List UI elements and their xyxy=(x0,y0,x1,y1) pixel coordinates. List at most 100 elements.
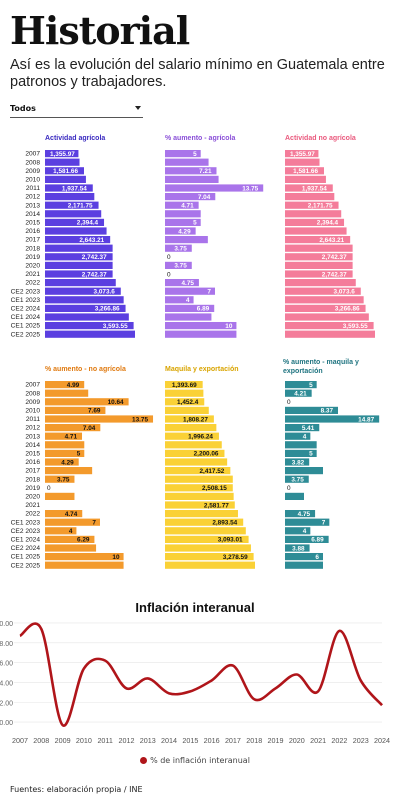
bar xyxy=(165,304,215,312)
line-point xyxy=(40,628,42,630)
line-point xyxy=(83,667,85,669)
x-tick-label: 2016 xyxy=(204,736,220,745)
category-label: 2008 xyxy=(25,390,40,397)
bar xyxy=(45,381,85,389)
bar xyxy=(285,441,317,449)
data-label: 1,355.97 xyxy=(290,151,315,158)
bar xyxy=(285,389,312,397)
bar xyxy=(285,184,333,192)
category-label: CE2 2023 xyxy=(11,288,41,295)
x-tick-label: 2008 xyxy=(33,736,49,745)
category-label: 2011 xyxy=(26,416,41,423)
line-point xyxy=(168,692,170,694)
bar xyxy=(165,184,264,192)
category-label: 2014 xyxy=(25,442,40,449)
category-label: 2007 xyxy=(25,382,40,389)
category-label: 2009 xyxy=(25,399,40,406)
bar xyxy=(45,535,95,543)
data-label: 2,394.4 xyxy=(77,220,99,227)
filter-dropdown-value: Todos xyxy=(10,104,36,113)
x-tick-label: 2014 xyxy=(161,736,177,745)
x-tick-label: 2023 xyxy=(353,736,369,745)
bar xyxy=(45,510,83,518)
bar xyxy=(45,244,113,252)
bar xyxy=(45,150,79,158)
category-label: 2010 xyxy=(25,177,40,184)
line-point xyxy=(338,630,340,632)
bar xyxy=(45,218,105,226)
legend-marker xyxy=(140,757,148,764)
x-tick-label: 2013 xyxy=(140,736,156,745)
bar xyxy=(165,561,255,569)
bar xyxy=(165,287,215,295)
bar xyxy=(285,449,317,457)
data-label: 3,266.86 xyxy=(335,306,360,313)
data-label: 4 xyxy=(69,528,73,535)
bar xyxy=(45,322,134,330)
data-label: 3,593.55 xyxy=(103,323,128,330)
bar xyxy=(165,279,199,287)
data-label: 1,393.69 xyxy=(172,382,197,389)
data-label: 2,394.4 xyxy=(317,220,339,227)
category-label: CE1 2024 xyxy=(11,537,41,544)
bar xyxy=(285,330,375,338)
filter-dropdown[interactable]: Todos xyxy=(10,103,143,118)
bar xyxy=(165,553,254,561)
category-label: 2020 xyxy=(25,494,40,501)
bar xyxy=(165,398,205,406)
line-chart-title: Inflación interanual xyxy=(135,600,255,615)
bar xyxy=(285,201,339,209)
category-label: 2016 xyxy=(25,459,40,466)
bar xyxy=(45,398,129,406)
bar xyxy=(285,381,317,389)
bar xyxy=(165,227,196,235)
x-tick-label: 2015 xyxy=(182,736,198,745)
bar xyxy=(285,406,339,414)
data-label: 6.29 xyxy=(77,537,90,544)
y-tick-label: 2.00 xyxy=(0,700,13,707)
panel-title: % aumento - agrícola xyxy=(165,135,236,142)
panel-title: % aumento - no agrícola xyxy=(45,366,126,373)
data-label: 4 xyxy=(186,297,190,304)
bar xyxy=(165,467,231,475)
bar xyxy=(165,544,251,552)
data-label: 8.37 xyxy=(321,408,334,415)
y-tick-label: 8.00 xyxy=(0,641,13,648)
bar xyxy=(45,236,111,244)
bar xyxy=(165,236,208,244)
data-label: 1,452.4 xyxy=(177,399,199,406)
category-label: 2014 xyxy=(25,211,40,218)
line-point xyxy=(317,690,319,692)
bar xyxy=(45,270,113,278)
x-tick-label: 2020 xyxy=(289,736,305,745)
data-label: 2,171.75 xyxy=(308,203,333,210)
data-label: 0 xyxy=(47,485,51,492)
line-point xyxy=(253,698,255,700)
bar xyxy=(45,167,84,175)
line-point xyxy=(210,679,212,681)
bar xyxy=(45,561,124,569)
data-label: 7.04 xyxy=(198,194,211,201)
x-tick-label: 2009 xyxy=(55,736,71,745)
bar xyxy=(285,492,304,500)
data-label: 2,581.77 xyxy=(204,502,229,509)
data-label: 7.69 xyxy=(88,408,101,415)
data-label: 6.89 xyxy=(197,306,210,313)
data-label: 4.75 xyxy=(182,280,195,287)
bar xyxy=(285,510,316,518)
bar xyxy=(165,424,217,432)
bar xyxy=(165,441,222,449)
data-label: 3.75 xyxy=(174,246,187,253)
category-label: 2015 xyxy=(25,220,40,227)
bar xyxy=(45,227,107,235)
data-label: 1,937.54 xyxy=(62,185,87,192)
bar xyxy=(45,467,93,475)
category-label: CE1 2025 xyxy=(11,554,41,561)
y-tick-label: 6.00 xyxy=(0,661,13,668)
data-label: 4.29 xyxy=(61,459,74,466)
category-label: 2007 xyxy=(25,151,40,158)
data-label: 3,278.59 xyxy=(223,554,248,561)
data-label: 5 xyxy=(193,220,197,227)
data-label: 10 xyxy=(225,323,233,330)
data-label: 4.74 xyxy=(65,511,78,518)
